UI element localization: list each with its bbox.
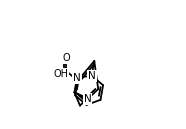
Text: N: N (84, 94, 91, 104)
Text: N: N (73, 73, 81, 83)
Text: OH: OH (53, 68, 68, 79)
Text: O: O (63, 53, 70, 63)
Text: N: N (88, 71, 96, 81)
